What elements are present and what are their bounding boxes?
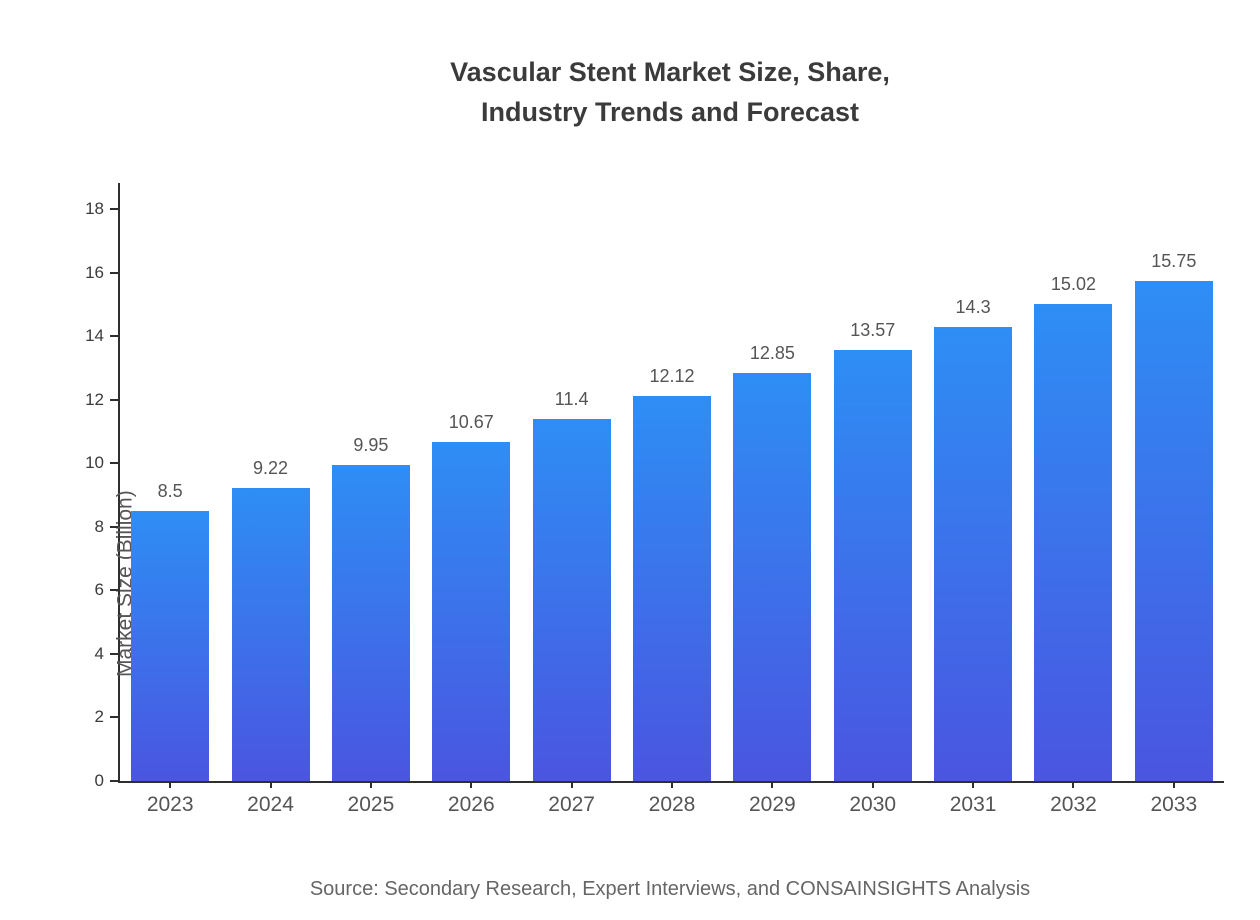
bar-value-label: 15.75 [1151,250,1197,271]
bar-2032 [1034,303,1113,781]
chart-title-line2: Industry Trends and Forecast [480,97,860,127]
x-axis-tick [871,781,874,788]
x-axis-tick [1172,781,1175,788]
x-tick-label: 2028 [648,793,696,816]
y-axis-tick [110,589,118,592]
bar-value-label: 9.95 [353,434,389,455]
y-axis-tick [110,652,118,655]
bar-2026 [432,441,511,781]
y-tick-label: 0 [94,771,104,790]
y-tick-label: 12 [85,389,104,409]
x-tick-label: 2027 [548,793,595,816]
bar-2023 [131,510,210,781]
y-tick-label: 2 [94,707,104,727]
bar-value-label: 9.22 [253,458,289,478]
x-axis-tick [269,781,272,788]
y-tick-label: 8 [94,516,104,536]
y-axis-tick [110,398,118,401]
y-axis-tick [110,780,118,782]
x-tick-label: 2023 [146,793,194,816]
y-tick-label: 6 [94,580,104,600]
y-axis-tick [110,525,118,528]
bar-value-label: 13.57 [850,319,896,340]
x-axis-tick [972,781,975,788]
x-tick-label: 2032 [1050,793,1097,816]
x-tick-label: 2026 [447,793,495,816]
x-axis-tick [369,781,372,788]
bar-2033 [1134,280,1213,781]
y-tick-label: 4 [94,643,104,663]
bar-2031 [934,326,1013,781]
bar-value-label: 11.4 [554,388,589,409]
bar-value-label: 14.3 [955,296,991,317]
bar-value-label: 15.02 [1050,273,1096,294]
bar-2024 [231,488,310,781]
x-tick-label: 2025 [347,793,395,816]
chart-title-line1: Vascular Stent Market Size, Share, [450,57,890,87]
y-tick-label: 14 [85,326,104,346]
x-axis-tick [169,781,172,788]
x-axis-tick [771,781,774,788]
bar-value-label: 10.67 [448,411,494,432]
bar-2030 [833,349,912,781]
source-attribution: Source: Secondary Research, Expert Inter… [309,878,1031,900]
x-tick-label: 2024 [247,793,294,816]
y-tick-label: 10 [85,453,104,473]
x-axis-tick [671,781,673,788]
x-tick-label: 2029 [749,793,796,816]
bar-2027 [532,418,611,781]
y-tick-label: 18 [85,199,104,218]
y-tick-label: 16 [85,262,104,282]
bar-2028 [633,395,711,781]
y-axis-tick [110,335,118,338]
bar-value-label: 8.5 [157,480,183,501]
y-axis-tick [110,716,118,719]
x-tick-label: 2030 [849,793,897,816]
x-tick-label: 2031 [949,793,997,816]
x-axis-tick [1072,781,1075,788]
plot-area: Market Size (Billion) 0 2 4 6 8 10 12 14 16 18 8.5… [85,183,1224,816]
bar-2029 [733,372,812,781]
bar-value-label: 12.85 [749,342,795,363]
bar-2025 [331,464,410,781]
y-axis-tick [110,208,118,210]
bar-value-label: 12.12 [649,365,695,386]
x-tick-label: 2033 [1150,793,1198,816]
x-axis-tick [570,781,573,788]
chart-title: Vascular Stent Market Size, Share, Indus… [118,52,1222,132]
y-axis-tick [110,462,118,465]
x-axis-tick [470,781,473,788]
y-axis-tick [110,271,118,274]
